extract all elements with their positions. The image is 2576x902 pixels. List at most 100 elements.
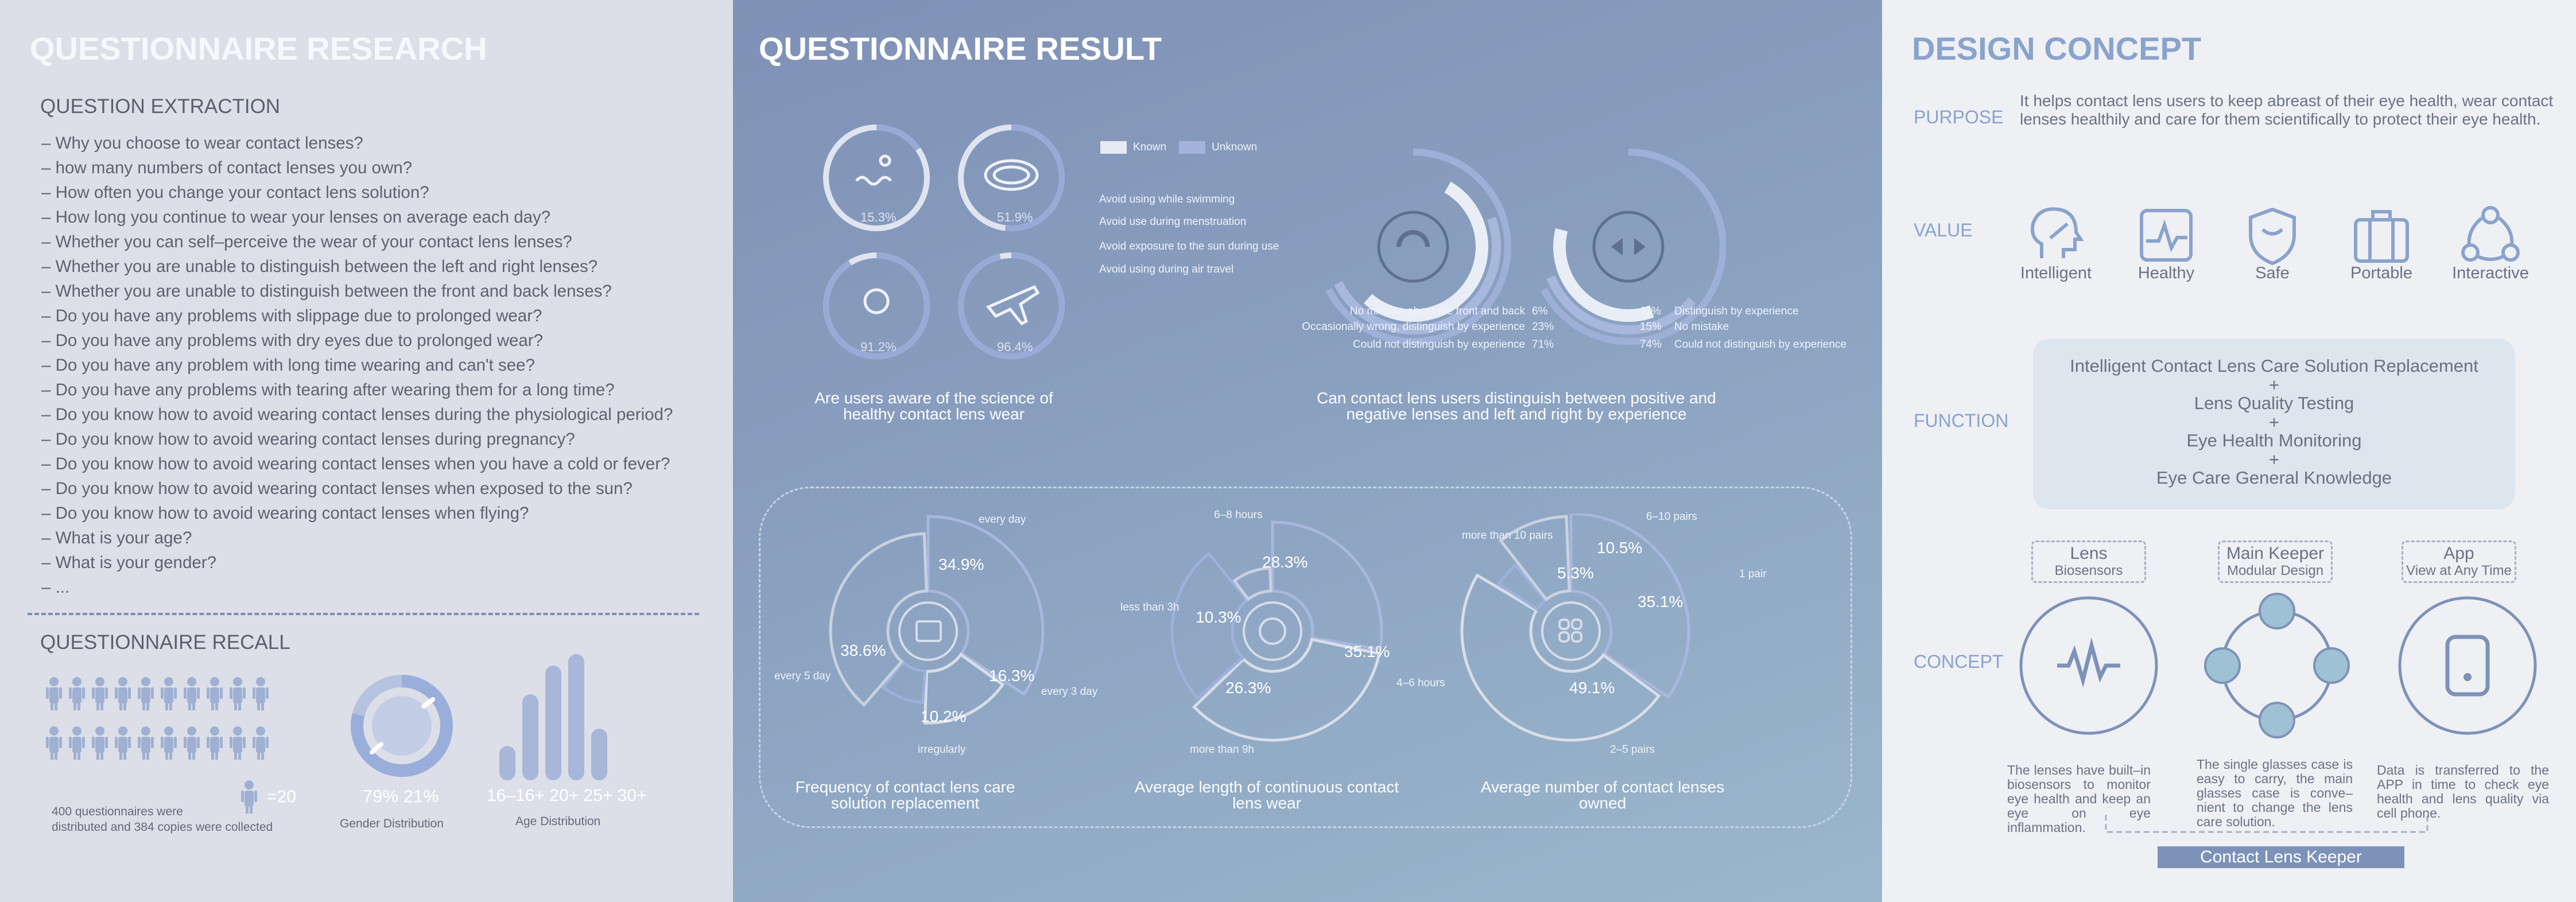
age-caption: Age Distribution [515, 815, 601, 828]
result-panel: QUESTIONNAIRE RESULT 15.3% 51.9% 91.2% 9… [733, 0, 1882, 902]
lr-item: Distinguish by experience [1674, 305, 1799, 317]
length-label: 4–6 hours [1396, 677, 1445, 689]
function-plus: + [2268, 374, 2280, 395]
number-label: 2–5 pairs [1610, 744, 1655, 756]
concept-desc: The single glasses case is easy to carry… [2197, 757, 2353, 829]
person-icon [161, 677, 177, 710]
module-node [2204, 647, 2241, 684]
function-label: FUNCTION [1914, 410, 2009, 431]
number-label: 1 pair [1739, 568, 1767, 580]
module-main-keeper: Main Keeper Modular Design [2218, 541, 2333, 583]
grid-icon [1558, 619, 1570, 630]
lr-item: Could not distinguish by experience [1674, 339, 1846, 351]
function-item: Lens Quality Testing [2194, 393, 2354, 413]
fb-item: No mistake about the front and back [1349, 305, 1525, 317]
number-caption: Average number of contact lenses owned [1480, 778, 1725, 812]
function-item: Eye Care General Knowledge [2156, 468, 2392, 488]
person-icon [69, 677, 85, 710]
person-icon [138, 726, 154, 760]
value-item: Portable [2350, 264, 2412, 282]
module-lens: Lens Biosensors [2031, 541, 2146, 583]
radial-charts [829, 514, 1690, 742]
brain-icon [2031, 207, 2084, 258]
calendar-icon [915, 620, 942, 642]
number-label: 6–10 pairs [1646, 511, 1697, 523]
value-label: VALUE [1914, 220, 1973, 240]
lr-item: No mistake [1674, 321, 1729, 333]
health-monitor-icon [2140, 209, 2193, 262]
question-item: – ... [41, 578, 70, 597]
shield-icon [2249, 207, 2296, 266]
person-icon [46, 726, 62, 760]
question-item: – Why you choose to wear contact lenses? [41, 134, 363, 153]
aware-value-sun: 91.2% [860, 340, 897, 354]
sector [923, 652, 1005, 725]
person-icon [69, 726, 85, 760]
question-item: – Do you know how to avoid wearing conta… [41, 430, 575, 449]
sector [881, 660, 927, 705]
module-name: Main Keeper [2226, 544, 2325, 563]
product-name-bar: Contact Lens Keeper [2158, 846, 2404, 868]
research-panel: QUESTIONNAIRE RESEARCH QUESTION EXTRACTI… [0, 0, 733, 902]
freq-label: every day [979, 514, 1026, 526]
recall-heading: QUESTIONNAIRE RECALL [40, 631, 290, 654]
aware-value-swim: 15.3% [860, 210, 897, 224]
concept-label: CONCEPT [1914, 651, 2004, 672]
sector [1192, 637, 1381, 742]
person-icon [138, 677, 154, 710]
freq-caption: Frequency of contact lens care solution … [795, 778, 1015, 812]
sector [1271, 520, 1383, 651]
length-label: more than 9h [1190, 744, 1254, 756]
module-app: App View at Any Time [2402, 541, 2516, 583]
person-icon [115, 677, 131, 710]
question-item: – Do you have any problems with slippage… [41, 306, 542, 325]
person-icon [207, 726, 223, 760]
question-item: – How often you change your contact lens… [41, 183, 429, 202]
person-icon [161, 726, 177, 760]
function-plus: + [2268, 449, 2280, 469]
person-icon [92, 726, 108, 760]
design-panel: DESIGN CONCEPT PURPOSE It helps contact … [1882, 0, 2576, 902]
module-node [2313, 647, 2350, 684]
legend-unknown-swatch [1179, 141, 1205, 154]
function-item: Eye Health Monitoring [2186, 430, 2362, 450]
sun-icon [863, 288, 890, 314]
extraction-heading: QUESTION EXTRACTION [40, 95, 281, 118]
aware-caption: Are users aware of the science of health… [814, 389, 1053, 423]
concept-diagram [2019, 593, 2537, 833]
fb-value: 6% [1532, 305, 1548, 317]
network-icon [2461, 206, 2520, 262]
person-icon [207, 677, 223, 710]
number-value: 5.3% [1557, 564, 1594, 582]
arrows-icon [1611, 238, 1646, 255]
module-name: App [2443, 544, 2474, 563]
fb-item: Occasionally wrong, distinguish by exper… [1302, 321, 1525, 333]
gender-caption: Gender Distribution [340, 817, 444, 830]
value-item: Healthy [2137, 264, 2195, 282]
legend-unknown: Unknown [1212, 141, 1258, 153]
number-value: 35.1% [1638, 593, 1683, 611]
person-icon [115, 726, 131, 760]
module-name: Lens [2070, 544, 2108, 563]
number-value: 10.5% [1597, 539, 1643, 557]
person-icon [46, 677, 62, 710]
person-icon [184, 677, 200, 710]
age-labels: 16–16+ 20+ 25+ 30+ [487, 786, 647, 805]
question-list: – Why you choose to wear contact lenses?… [41, 131, 673, 600]
question-item: – Do you know how to avoid wearing conta… [41, 454, 670, 473]
length-label: less than 3h [1120, 601, 1180, 613]
length-label: 6–8 hours [1214, 509, 1263, 521]
research-title: QUESTIONNAIRE RESEARCH [30, 30, 487, 67]
refresh-icon [1396, 230, 1430, 247]
question-item: – Do you know how to avoid wearing conta… [41, 504, 529, 523]
length-value: 35.1% [1344, 643, 1390, 660]
value-item: Intelligent [2020, 264, 2092, 282]
sector [1170, 551, 1250, 701]
function-box: Intelligent Contact Lens Care Solution R… [2033, 339, 2515, 510]
question-item: – What is your age? [41, 528, 192, 547]
distinguish-rings [1315, 149, 1726, 345]
design-title: DESIGN CONCEPT [1912, 30, 2202, 67]
freq-label: every 5 day [774, 670, 831, 682]
sector [1232, 566, 1273, 601]
lr-value: 74% [1640, 339, 1662, 351]
